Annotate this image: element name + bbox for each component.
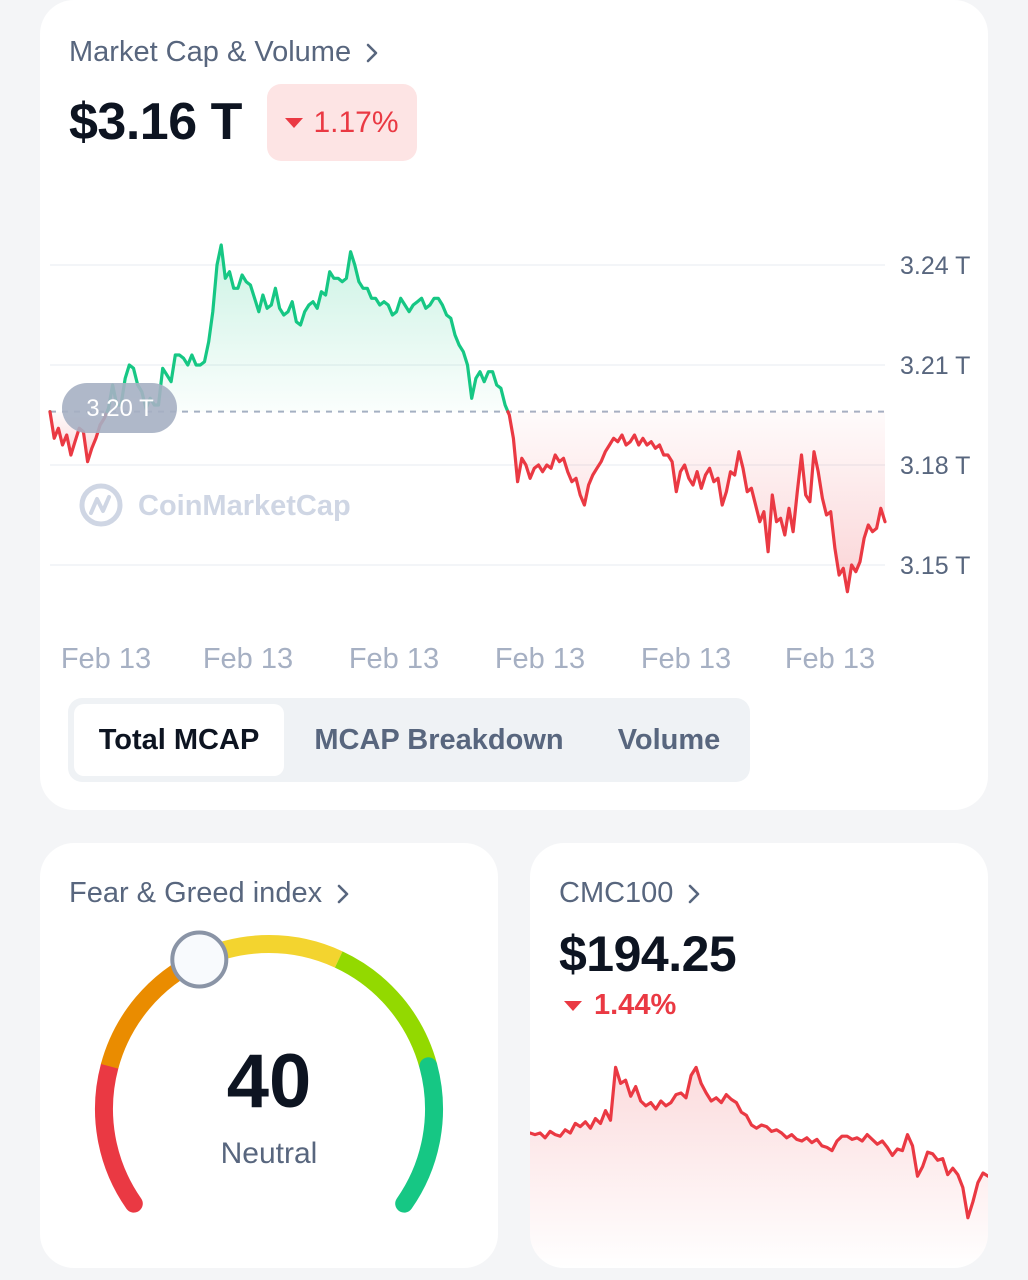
triangle-down-icon xyxy=(285,117,304,128)
watermark-text: CoinMarketCap xyxy=(138,490,351,522)
market-cap-change: 1.17% xyxy=(313,105,399,139)
y-tick-label: 3.24 T xyxy=(900,252,970,280)
y-tick-label: 3.15 T xyxy=(900,552,970,580)
x-tick-label: Feb 13 xyxy=(641,643,731,675)
tab-volume[interactable]: Volume xyxy=(617,723,721,756)
cmc100-chart xyxy=(530,1065,988,1268)
fear-greed-card: Fear & Greed index 40 Neutral xyxy=(40,843,498,1268)
fear-greed-label: Neutral xyxy=(220,1137,318,1170)
cmc100-area xyxy=(530,1067,988,1268)
x-tick-label: Feb 13 xyxy=(203,643,293,675)
coinmarketcap-logo-icon xyxy=(79,483,123,527)
tab-mcap-breakdown[interactable]: MCAP Breakdown xyxy=(314,723,564,756)
watermark: CoinMarketCap xyxy=(79,483,351,527)
cmc100-value: $194.25 xyxy=(559,926,737,982)
chevron-right-icon xyxy=(332,883,354,905)
x-tick-label: Feb 13 xyxy=(495,643,585,675)
market-cap-value: $3.16 T xyxy=(69,93,242,151)
x-tick-label: Feb 13 xyxy=(61,643,151,675)
fear-greed-value: 40 xyxy=(226,1039,312,1124)
gauge-segment xyxy=(395,1057,444,1213)
gauge-indicator xyxy=(170,930,229,989)
market-cap-title: Market Cap & Volume xyxy=(69,36,352,68)
market-cap-title-link[interactable]: Market Cap & Volume xyxy=(69,36,383,69)
x-tick-label: Feb 13 xyxy=(349,643,439,675)
y-tick-label: 3.21 T xyxy=(900,352,970,380)
triangle-down-icon xyxy=(564,1000,582,1011)
gauge-segment xyxy=(94,1057,143,1213)
fear-greed-gauge xyxy=(94,930,444,1213)
chevron-right-icon xyxy=(361,42,383,64)
tab-total-mcap[interactable]: Total MCAP xyxy=(74,704,284,776)
y-tick-label: 3.18 T xyxy=(900,452,970,480)
cmc100-card: CMC100 $194.25 1.44% xyxy=(530,843,988,1268)
market-cap-chart: 3.24 T 3.21 T 3.18 T 3.15 T Feb 13 Feb 13 Feb … xyxy=(48,243,970,675)
cmc100-change: 1.44% xyxy=(594,989,677,1021)
reference-value: 3.20 T xyxy=(86,395,154,422)
area-above-baseline xyxy=(107,245,508,412)
market-cap-change-badge: 1.17% xyxy=(267,84,417,161)
fear-greed-title-link[interactable]: Fear & Greed index xyxy=(69,877,354,910)
reference-badge: 3.20 T xyxy=(62,383,177,433)
series-line-up xyxy=(105,243,510,414)
series-line-down xyxy=(506,410,887,594)
fear-greed-title: Fear & Greed index xyxy=(69,877,323,909)
gauge-segment xyxy=(334,951,438,1069)
chart-tabs: Total MCAP MCAP Breakdown Volume xyxy=(68,698,750,782)
cmc100-line xyxy=(530,1065,988,1220)
cmc100-change-row: 1.44% xyxy=(564,989,676,1022)
market-cap-card: Market Cap & Volume $3.16 T 1.17% 3.24 T… xyxy=(40,0,988,810)
cmc100-title: CMC100 xyxy=(559,877,674,909)
chevron-right-icon xyxy=(683,883,705,905)
x-tick-label: Feb 13 xyxy=(785,643,875,675)
cmc100-title-link[interactable]: CMC100 xyxy=(559,877,705,910)
